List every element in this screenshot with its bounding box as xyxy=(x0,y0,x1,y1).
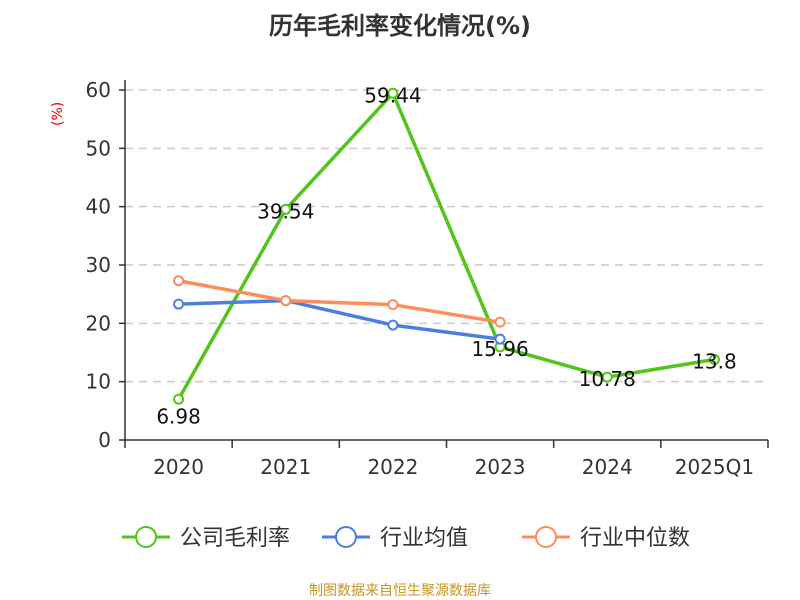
x-tick-label: 2020 xyxy=(153,455,204,479)
data-label: 39.54 xyxy=(257,199,314,223)
y-tick-label: 40 xyxy=(86,195,111,219)
data-point xyxy=(280,295,292,307)
data-point xyxy=(173,275,185,287)
legend-marker xyxy=(335,526,357,548)
series-line-1 xyxy=(178,298,501,341)
legend-label: 公司毛利率 xyxy=(180,526,290,551)
y-tick-label: 50 xyxy=(86,136,111,160)
legend-label: 行业中位数 xyxy=(580,526,690,551)
source-note: 制图数据来自恒生聚源数据库 xyxy=(309,583,491,599)
x-tick-label: 2023 xyxy=(475,455,526,479)
y-tick-label: 20 xyxy=(86,311,111,335)
data-point xyxy=(173,298,185,310)
data-label: 13.8 xyxy=(692,350,737,374)
data-point xyxy=(494,333,506,345)
series-line-0 xyxy=(177,91,715,401)
y-tick-label: 60 xyxy=(86,78,111,102)
data-point xyxy=(387,87,399,99)
y-tick-label: 30 xyxy=(86,253,111,277)
x-tick-label: 2021 xyxy=(260,455,311,479)
legend-label: 行业均值 xyxy=(380,526,468,551)
y-tick-label: 10 xyxy=(86,370,111,394)
data-label: 15.96 xyxy=(471,337,528,361)
data-point xyxy=(387,299,399,311)
chart-title: 历年毛利率变化情况(%) xyxy=(269,12,531,40)
data-point xyxy=(280,203,292,215)
data-point xyxy=(387,319,399,331)
y-tick-label: 0 xyxy=(98,428,111,452)
legend-marker xyxy=(535,526,557,548)
data-point xyxy=(601,371,613,383)
data-point xyxy=(708,354,720,365)
data-point xyxy=(173,393,185,405)
x-tick-label: 2024 xyxy=(582,455,633,479)
series-line-2 xyxy=(178,279,501,324)
data-label: 6.98 xyxy=(156,404,201,428)
data-label: 59.44 xyxy=(364,83,421,107)
legend-marker xyxy=(135,526,157,548)
data-label: 10.78 xyxy=(579,367,636,391)
x-tick-label: 2022 xyxy=(367,455,418,479)
data-point xyxy=(494,316,506,328)
x-tick-label: 2025Q1 xyxy=(675,455,754,479)
